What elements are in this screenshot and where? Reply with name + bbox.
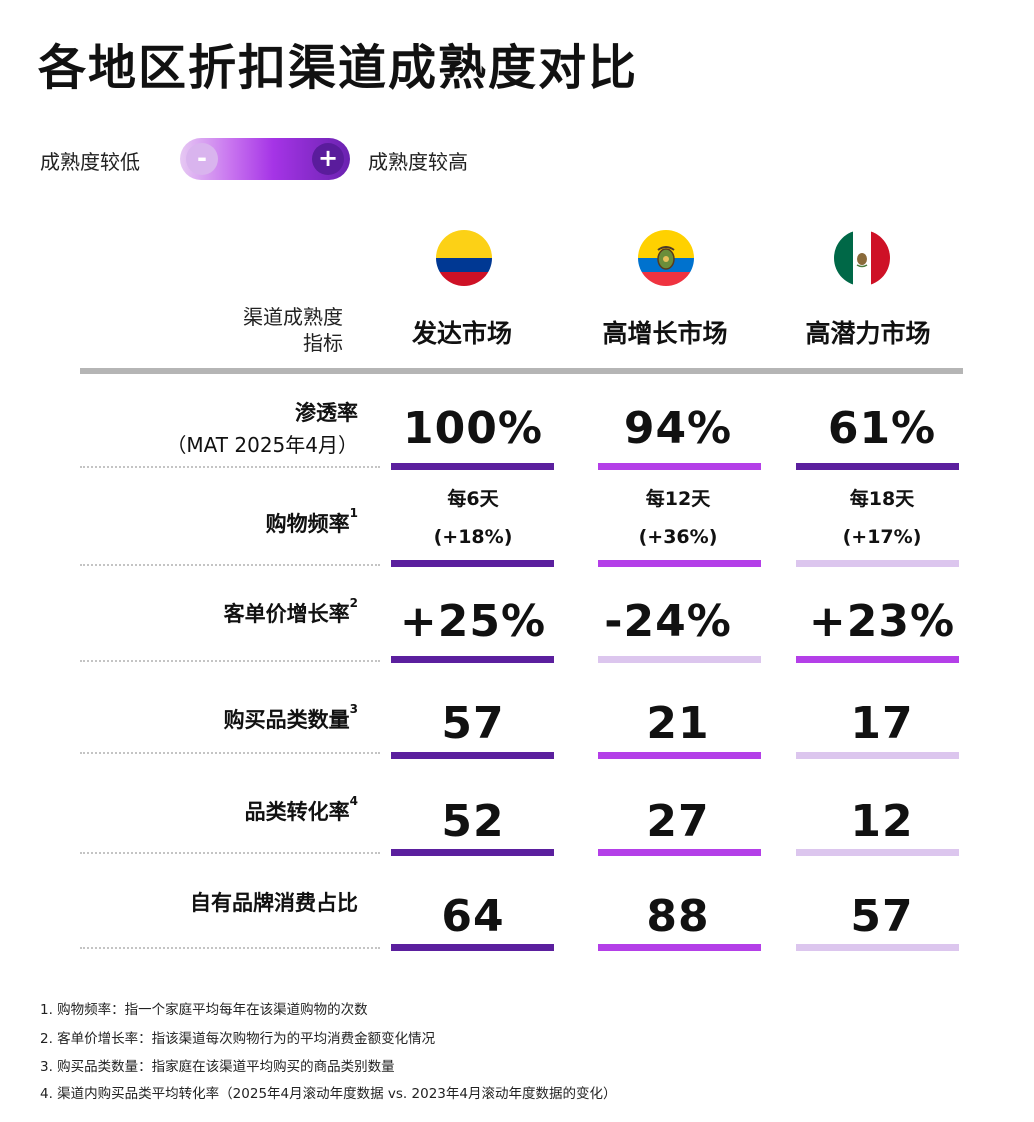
page-title: 各地区折扣渠道成熟度对比 xyxy=(38,40,639,96)
minus-icon: - xyxy=(186,143,218,175)
cell-value: -24% xyxy=(604,596,732,647)
mexico-flag-icon xyxy=(834,230,890,286)
legend-high-label: 成熟度较高 xyxy=(368,150,468,174)
colombia-flag-icon xyxy=(436,230,492,286)
cell-value: 57 xyxy=(850,891,914,942)
maturity-bar xyxy=(391,463,554,470)
row-divider xyxy=(80,564,380,566)
footnote: 3. 购买品类数量：指家庭在该渠道平均购买的商品类别数量 xyxy=(40,1059,395,1075)
cell-value: 52 xyxy=(441,796,505,847)
footnote: 4. 渠道内购买品类平均转化率（2025年4月滚动年度数据 vs. 2023年4… xyxy=(40,1086,617,1102)
maturity-gradient-legend: - + xyxy=(180,138,350,180)
header-divider xyxy=(80,368,963,374)
maturity-bar xyxy=(796,656,959,663)
cell-value: 57 xyxy=(441,698,505,749)
maturity-bar xyxy=(391,944,554,951)
row-label: 渗透率 （MAT 2025年4月） xyxy=(166,401,358,457)
row-divider xyxy=(80,852,380,854)
maturity-bar xyxy=(598,752,761,759)
maturity-bar xyxy=(598,560,761,567)
maturity-bar xyxy=(391,656,554,663)
cell-value: 每6天 (+18%) xyxy=(433,488,513,548)
metric-column-header: 渠道成熟度 指标 xyxy=(243,305,343,355)
cell-value: 88 xyxy=(646,891,710,942)
row-label: 购买品类数量3 xyxy=(223,702,358,732)
column-header-developed: 发达市场 xyxy=(411,319,512,348)
cell-value: 12 xyxy=(850,796,914,847)
cell-value: 27 xyxy=(646,796,710,847)
maturity-bar xyxy=(796,560,959,567)
legend-low-label: 成熟度较低 xyxy=(40,150,140,174)
row-divider xyxy=(80,466,380,468)
cell-value: 17 xyxy=(850,698,914,749)
row-label: 品类转化率4 xyxy=(244,794,358,824)
maturity-bar xyxy=(796,463,959,470)
maturity-bar xyxy=(598,944,761,951)
column-header-high-growth: 高增长市场 xyxy=(602,319,728,348)
row-label: 购物频率1 xyxy=(265,506,358,536)
footnote: 2. 客单价增长率：指该渠道每次购物行为的平均消费金额变化情况 xyxy=(40,1031,436,1047)
row-divider xyxy=(80,660,380,662)
cell-value: 61% xyxy=(827,403,937,454)
maturity-bar xyxy=(391,752,554,759)
cell-value: 64 xyxy=(441,891,505,942)
cell-value: 94% xyxy=(623,403,733,454)
plus-icon: + xyxy=(312,143,344,175)
row-label: 自有品牌消费占比 xyxy=(190,891,358,915)
row-divider xyxy=(80,752,380,754)
cell-value: +23% xyxy=(808,596,956,647)
maturity-bar xyxy=(796,752,959,759)
maturity-bar xyxy=(598,463,761,470)
maturity-bar xyxy=(796,849,959,856)
cell-value: 每12天 (+36%) xyxy=(638,488,718,548)
maturity-bar xyxy=(598,656,761,663)
column-header-high-potential: 高潜力市场 xyxy=(805,319,931,348)
maturity-bar xyxy=(391,849,554,856)
maturity-bar xyxy=(796,944,959,951)
cell-value: 100% xyxy=(403,403,543,454)
cell-value: +25% xyxy=(399,596,547,647)
footnote: 1. 购物频率：指一个家庭平均每年在该渠道购物的次数 xyxy=(40,1002,368,1018)
ecuador-flag-icon xyxy=(638,230,694,286)
cell-value: 每18天 (+17%) xyxy=(842,488,922,548)
maturity-bar xyxy=(391,560,554,567)
maturity-bar xyxy=(598,849,761,856)
row-divider xyxy=(80,947,380,949)
row-label: 客单价增长率2 xyxy=(223,596,358,626)
cell-value: 21 xyxy=(646,698,710,749)
